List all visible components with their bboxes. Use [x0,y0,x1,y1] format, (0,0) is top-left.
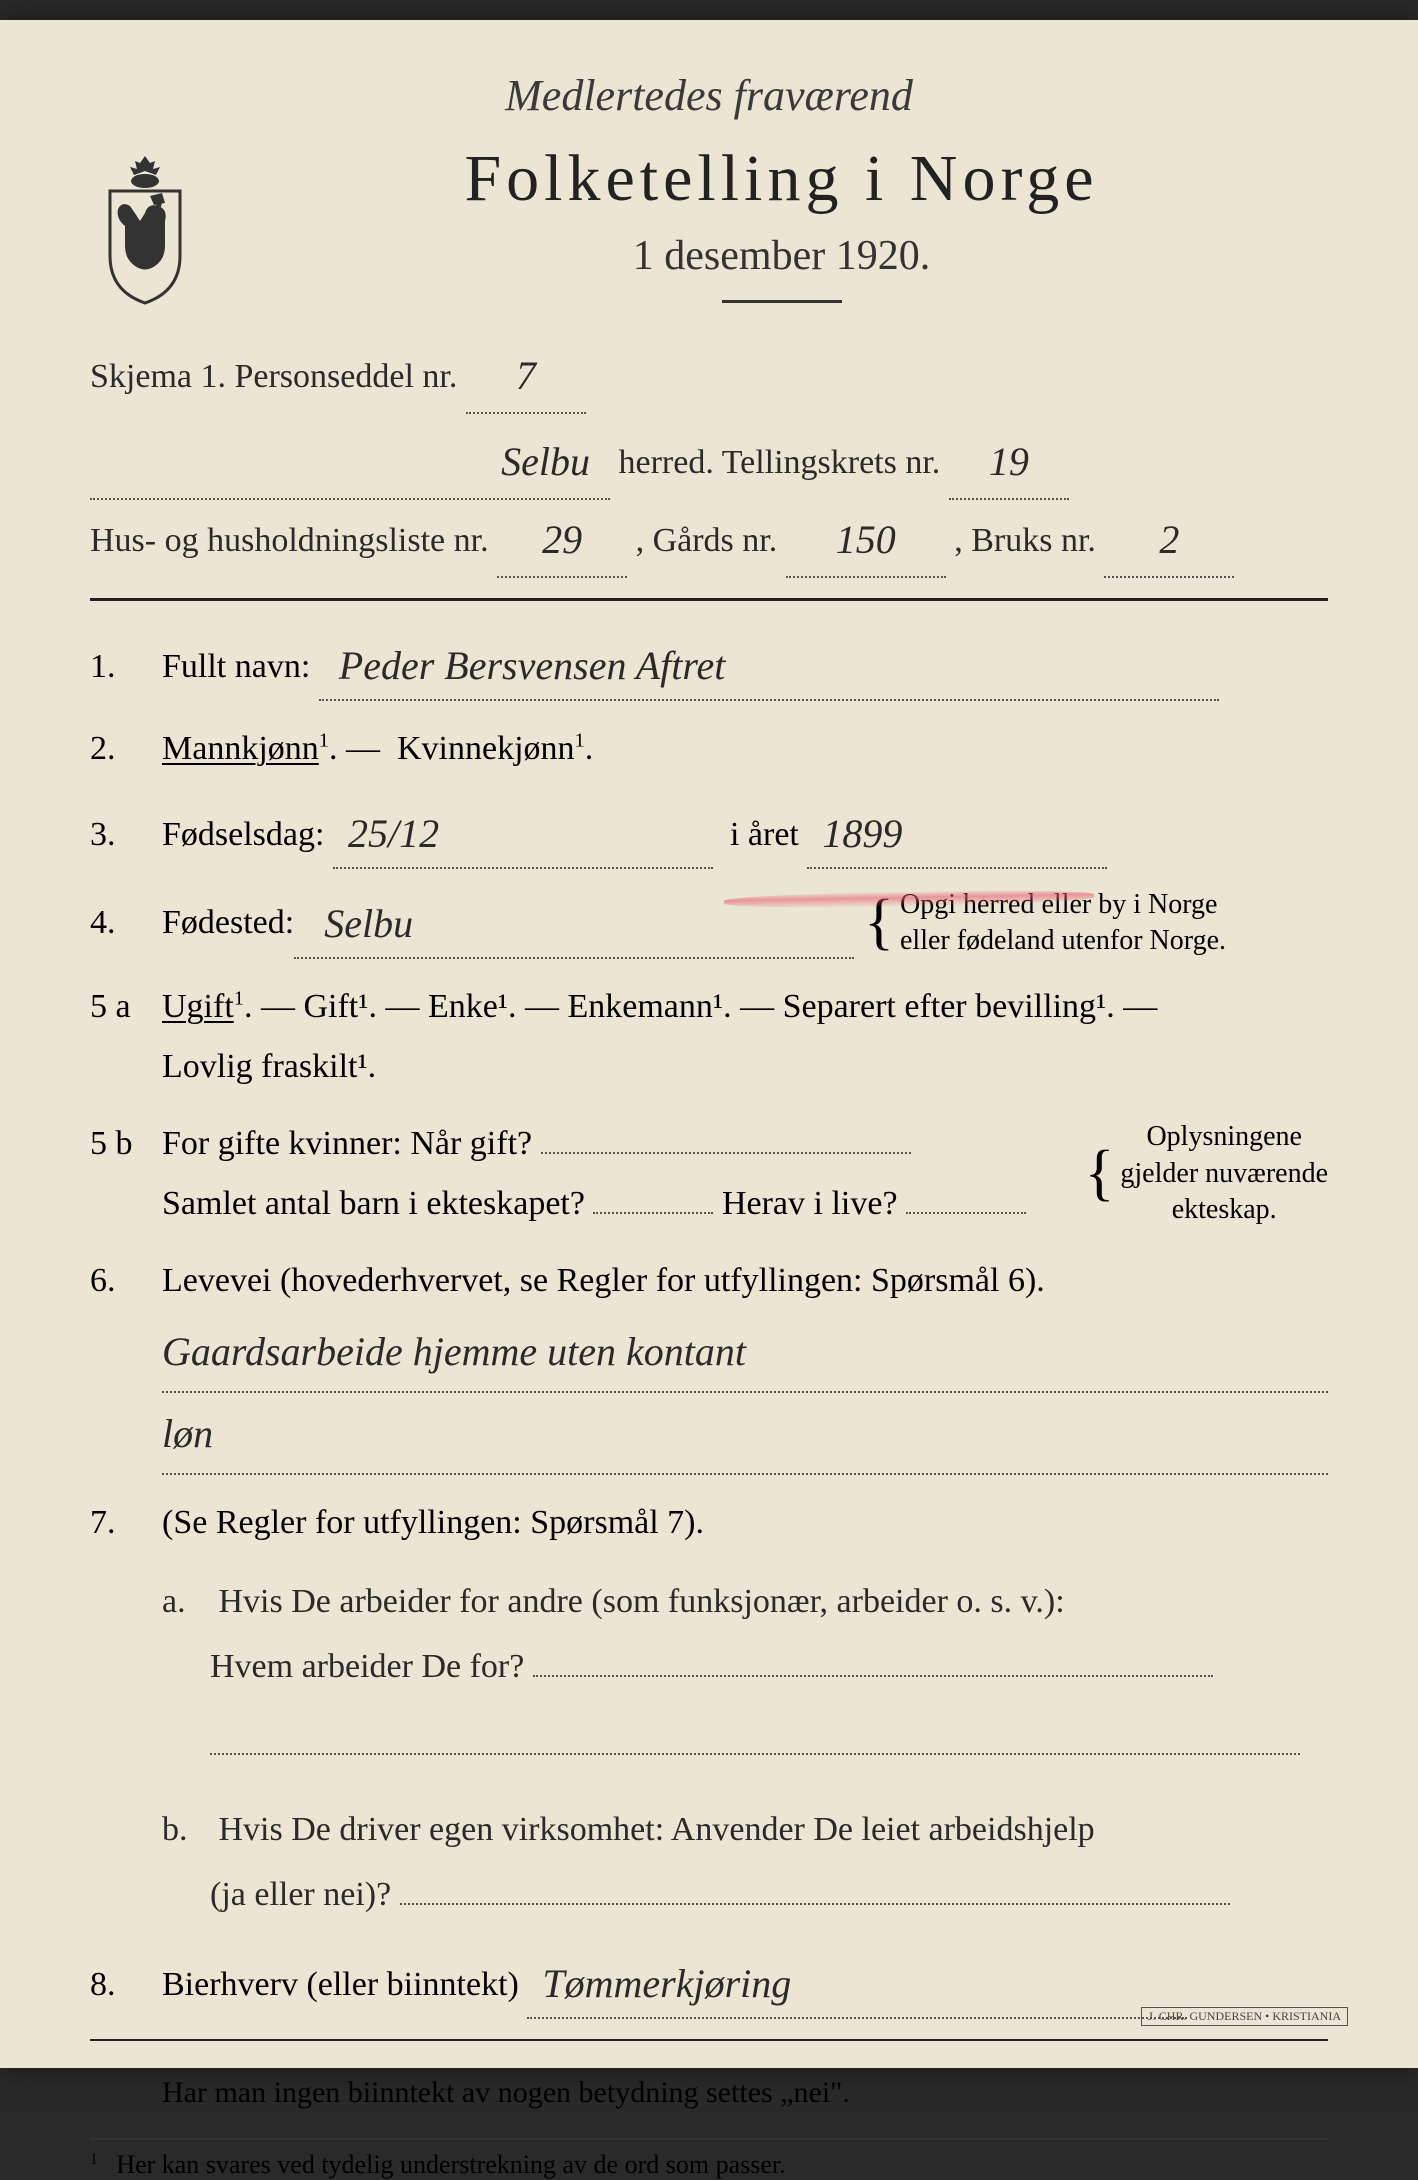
title-rule [722,300,842,303]
q6-value-l1: Gaardsarbeide hjemme uten kontant [162,1317,1328,1393]
hushold-nr: 29 [542,502,582,578]
q4-note: { Opgi herred eller by i Norge eller fød… [864,887,1226,960]
q1-row: 1. Fullt navn: Peder Bersvensen Aftret [90,629,1328,701]
q5b-row: 5 b For gifte kvinner: Når gift? Samlet … [90,1114,1328,1233]
q4-value: Selbu [324,889,413,959]
q4-note-l1: Opgi herred eller by i Norge [900,889,1218,920]
bruks-nr: 2 [1159,502,1179,578]
q2-mann: Mannkjønn [162,730,319,767]
q3-year: 1899 [822,799,902,869]
q7a-l2: Hvem arbeider De for? [162,1648,524,1685]
footnote-num: 1 [90,2151,98,2168]
q5b-l2b: Herav i live? [722,1185,898,1222]
q8-value: Tømmerkjøring [542,1949,791,2019]
q4-num: 4. [90,904,162,942]
q4-note-l2: eller fødeland utenfor Norge. [900,925,1226,956]
herred-line: Selbu herred. Tellingskrets nr. 19 [90,422,1328,500]
hushold-line: Hus- og husholdningsliste nr. 29 , Gårds… [90,500,1328,578]
printer-mark: J. CHR. GUNDERSEN • KRISTIANIA [1141,2007,1348,2026]
q5a-line2: Lovlig fraskilt¹. [162,1048,376,1085]
q5a-row: 5 a Ugift1. — Gift¹. — Enke¹. — Enkemann… [90,977,1328,1096]
census-form-page: Medlertedes fraværend Folketelling i Nor… [0,20,1418,2068]
main-title: Folketelling i Norge [235,141,1328,217]
q7b: b. Hvis De driver egen virksomhet: Anven… [90,1798,1328,1927]
herred-label: herred. Tellingskrets nr. [619,444,941,481]
q5b-l1a: For gifte kvinner: Når gift? [162,1125,532,1162]
q2-num: 2. [90,730,162,768]
gards-nr: 150 [836,502,896,578]
coat-of-arms-icon [90,151,200,306]
q2-period: . [585,730,594,767]
personseddel-nr: 7 [516,338,536,414]
q5b-note-l2: gjelder nuværende [1120,1158,1328,1189]
meta-block: Skjema 1. Personseddel nr. 7 Selbu herre… [90,336,1328,578]
q2-row: 2. Mannkjønn1. — Kvinnekjønn1. [90,719,1328,779]
brace-icon-2: { [1085,1146,1115,1202]
q5b-note-l3: ekteskap. [1172,1194,1277,1225]
q7-row: 7. (Se Regler for utfyllingen: Spørsmål … [90,1493,1328,1553]
q5a-rest: . — Gift¹. — Enke¹. — Enkemann¹. — Separ… [244,988,1157,1025]
q7b-letter: b. [162,1798,210,1863]
herred-value: Selbu [501,424,590,500]
q7a-l1: Hvis De arbeider for andre (som funksjon… [219,1583,1065,1620]
hushold-label: Hus- og husholdningsliste nr. [90,522,489,559]
q6-row: 6. Levevei (hovederhvervet, se Regler fo… [90,1251,1328,1475]
q5b-note: { Oplysningene gjelder nuværende ekteska… [1085,1119,1328,1228]
brace-icon: { [864,895,894,951]
footnote: 1 Her kan svares ved tydelig understrekn… [90,2138,1328,2180]
gards-label: , Gårds nr. [636,522,778,559]
q7-num: 7. [90,1504,162,1542]
q1-num: 1. [90,648,162,686]
q3-day: 25/12 [348,799,439,869]
q4-label: Fødested: [162,893,294,953]
bruks-label: , Bruks nr. [954,522,1096,559]
q5a-ugift: Ugift [162,988,234,1025]
q1-value: Peder Bersvensen Aftret [339,631,726,701]
q5a-num: 5 a [90,988,162,1026]
q6-value-l2: løn [162,1399,1328,1475]
q4-row: 4. Fødested: Selbu { Opgi herred eller b… [90,887,1328,960]
skjema-line: Skjema 1. Personseddel nr. 7 [90,336,1328,414]
q7b-l1: Hvis De driver egen virksomhet: Anvender… [219,1811,1095,1848]
q2-dash: . — [329,730,380,767]
q1-label: Fullt navn: [162,648,310,685]
q6-label: Levevei (hovederhvervet, se Regler for u… [162,1262,1045,1299]
q6-num: 6. [90,1262,162,1300]
q5b-num: 5 b [90,1125,162,1163]
skjema-label: Skjema 1. Personseddel nr. [90,358,457,395]
q3-label: Fødselsdag: [162,816,324,853]
q3-row: 3. Fødselsdag: 25/12 i året 1899 [90,797,1328,869]
q3-mid: i året [730,816,799,853]
divider-2 [90,2039,1328,2041]
q3-num: 3. [90,816,162,854]
q2-sup1: 1 [319,730,329,752]
divider-1 [90,598,1328,601]
footnote-text: Her kan svares ved tydelig understreknin… [116,2150,785,2179]
subtitle: 1 desember 1920. [235,232,1328,280]
q5b-l2a: Samlet antal barn i ekteskapet? [162,1185,585,1222]
q2-kvinne: Kvinnekjønn [397,730,575,767]
q8-label: Bierhverv (eller biinntekt) [162,1966,519,2003]
q7-label: (Se Regler for utfyllingen: Spørsmål 7). [162,1504,704,1541]
q7a: a. Hvis De arbeider for andre (som funks… [90,1570,1328,1778]
q7a-letter: a. [162,1570,210,1635]
header: Folketelling i Norge 1 desember 1920. [90,141,1328,306]
top-annotation: Medlertedes fraværend [90,70,1328,121]
q5b-note-l1: Oplysningene [1146,1121,1302,1152]
q8-num: 8. [90,1966,162,2004]
tellingskrets-nr: 19 [989,424,1029,500]
footer-note: Har man ingen biinntekt av nogen betydni… [90,2076,1328,2110]
q2-sup2: 1 [575,730,585,752]
q7b-l2: (ja eller nei)? [162,1876,391,1913]
title-block: Folketelling i Norge 1 desember 1920. [235,141,1328,303]
